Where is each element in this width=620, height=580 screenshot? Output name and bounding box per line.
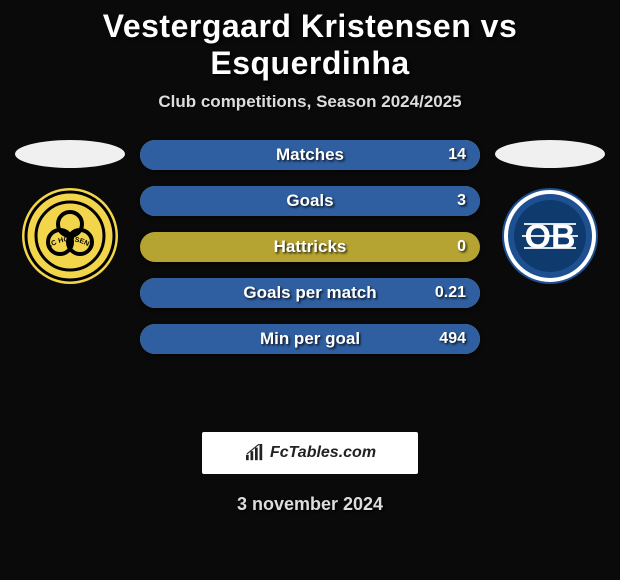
stat-bars: Matches14 Goals3 Hattricks0 Goals per match… bbox=[140, 140, 480, 370]
player-right-name-pill bbox=[495, 140, 605, 168]
page-title: Vestergaard Kristensen vs Esquerdinha bbox=[0, 8, 620, 82]
comparison-body: AC HORSENS OB Matches14 Goals3 Hattricks0 G… bbox=[0, 140, 620, 420]
player-right-column: OB bbox=[480, 140, 620, 286]
stat-row: Min per goal494 bbox=[140, 324, 480, 354]
stat-label: Matches bbox=[140, 140, 480, 170]
stat-value-right: 0.21 bbox=[435, 278, 466, 308]
attribution-text: FcTables.com bbox=[270, 444, 376, 462]
date-label: 3 november 2024 bbox=[0, 494, 620, 515]
club-crest-left: AC HORSENS bbox=[20, 186, 120, 286]
stat-value-right: 14 bbox=[448, 140, 466, 170]
stat-label: Hattricks bbox=[140, 232, 480, 262]
stat-value-right: 0 bbox=[457, 232, 466, 262]
svg-text:OB: OB bbox=[525, 218, 576, 256]
club-crest-right: OB bbox=[500, 186, 600, 286]
stat-value-right: 494 bbox=[439, 324, 466, 354]
bar-chart-icon bbox=[244, 444, 266, 462]
attribution-badge: FcTables.com bbox=[202, 432, 418, 474]
page-subtitle: Club competitions, Season 2024/2025 bbox=[0, 92, 620, 112]
stat-row: Goals per match0.21 bbox=[140, 278, 480, 308]
stat-row: Hattricks0 bbox=[140, 232, 480, 262]
stat-label: Goals bbox=[140, 186, 480, 216]
player-left-name-pill bbox=[15, 140, 125, 168]
stat-row: Matches14 bbox=[140, 140, 480, 170]
stat-value-right: 3 bbox=[457, 186, 466, 216]
comparison-card: Vestergaard Kristensen vs Esquerdinha Cl… bbox=[0, 0, 620, 515]
stat-row: Goals3 bbox=[140, 186, 480, 216]
stat-label: Goals per match bbox=[140, 278, 480, 308]
stat-label: Min per goal bbox=[140, 324, 480, 354]
player-left-column: AC HORSENS bbox=[0, 140, 140, 286]
